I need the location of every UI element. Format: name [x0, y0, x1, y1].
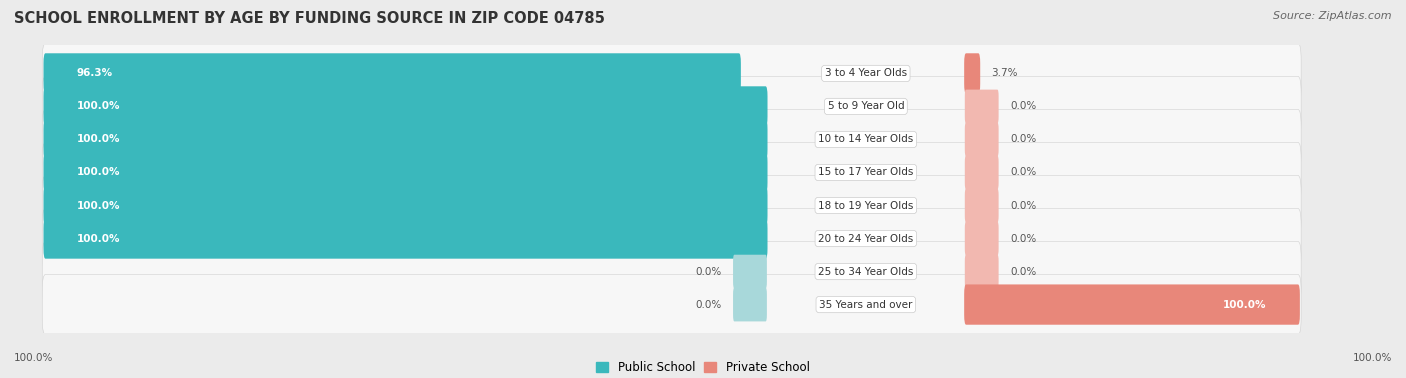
- FancyBboxPatch shape: [42, 143, 1301, 203]
- FancyBboxPatch shape: [44, 53, 741, 94]
- FancyBboxPatch shape: [965, 255, 998, 288]
- Text: 15 to 17 Year Olds: 15 to 17 Year Olds: [818, 167, 914, 178]
- Text: 0.0%: 0.0%: [1010, 101, 1036, 112]
- Text: 0.0%: 0.0%: [1010, 266, 1036, 277]
- Text: 0.0%: 0.0%: [696, 266, 721, 277]
- Text: 100.0%: 100.0%: [1353, 353, 1392, 363]
- FancyBboxPatch shape: [44, 86, 768, 127]
- Text: 96.3%: 96.3%: [77, 68, 112, 78]
- FancyBboxPatch shape: [965, 189, 998, 222]
- FancyBboxPatch shape: [44, 119, 768, 160]
- Text: 100.0%: 100.0%: [77, 234, 120, 243]
- FancyBboxPatch shape: [44, 152, 768, 193]
- FancyBboxPatch shape: [965, 90, 998, 123]
- Legend: Public School, Private School: Public School, Private School: [592, 356, 814, 378]
- FancyBboxPatch shape: [965, 222, 998, 256]
- Text: 100.0%: 100.0%: [77, 200, 120, 211]
- FancyBboxPatch shape: [733, 288, 766, 321]
- FancyBboxPatch shape: [42, 274, 1301, 335]
- Text: 0.0%: 0.0%: [1010, 200, 1036, 211]
- Text: 0.0%: 0.0%: [696, 300, 721, 310]
- FancyBboxPatch shape: [44, 218, 768, 259]
- Text: 3.7%: 3.7%: [991, 68, 1018, 78]
- Text: 35 Years and over: 35 Years and over: [820, 300, 912, 310]
- FancyBboxPatch shape: [42, 209, 1301, 269]
- FancyBboxPatch shape: [42, 109, 1301, 169]
- Text: 20 to 24 Year Olds: 20 to 24 Year Olds: [818, 234, 914, 243]
- Text: SCHOOL ENROLLMENT BY AGE BY FUNDING SOURCE IN ZIP CODE 04785: SCHOOL ENROLLMENT BY AGE BY FUNDING SOUR…: [14, 11, 605, 26]
- Text: 3 to 4 Year Olds: 3 to 4 Year Olds: [825, 68, 907, 78]
- Text: 10 to 14 Year Olds: 10 to 14 Year Olds: [818, 135, 914, 144]
- FancyBboxPatch shape: [965, 284, 1301, 325]
- Text: Source: ZipAtlas.com: Source: ZipAtlas.com: [1274, 11, 1392, 21]
- FancyBboxPatch shape: [42, 175, 1301, 235]
- FancyBboxPatch shape: [42, 43, 1301, 104]
- Text: 0.0%: 0.0%: [1010, 135, 1036, 144]
- Text: 100.0%: 100.0%: [77, 135, 120, 144]
- FancyBboxPatch shape: [965, 53, 980, 94]
- Text: 25 to 34 Year Olds: 25 to 34 Year Olds: [818, 266, 914, 277]
- Text: 100.0%: 100.0%: [77, 167, 120, 178]
- Text: 100.0%: 100.0%: [1223, 300, 1267, 310]
- Text: 5 to 9 Year Old: 5 to 9 Year Old: [828, 101, 904, 112]
- Text: 100.0%: 100.0%: [77, 101, 120, 112]
- FancyBboxPatch shape: [965, 122, 998, 156]
- FancyBboxPatch shape: [965, 156, 998, 189]
- Text: 100.0%: 100.0%: [14, 353, 53, 363]
- FancyBboxPatch shape: [42, 76, 1301, 136]
- FancyBboxPatch shape: [42, 242, 1301, 302]
- Text: 0.0%: 0.0%: [1010, 167, 1036, 178]
- FancyBboxPatch shape: [733, 255, 766, 288]
- FancyBboxPatch shape: [44, 185, 768, 226]
- Text: 0.0%: 0.0%: [1010, 234, 1036, 243]
- Text: 18 to 19 Year Olds: 18 to 19 Year Olds: [818, 200, 914, 211]
